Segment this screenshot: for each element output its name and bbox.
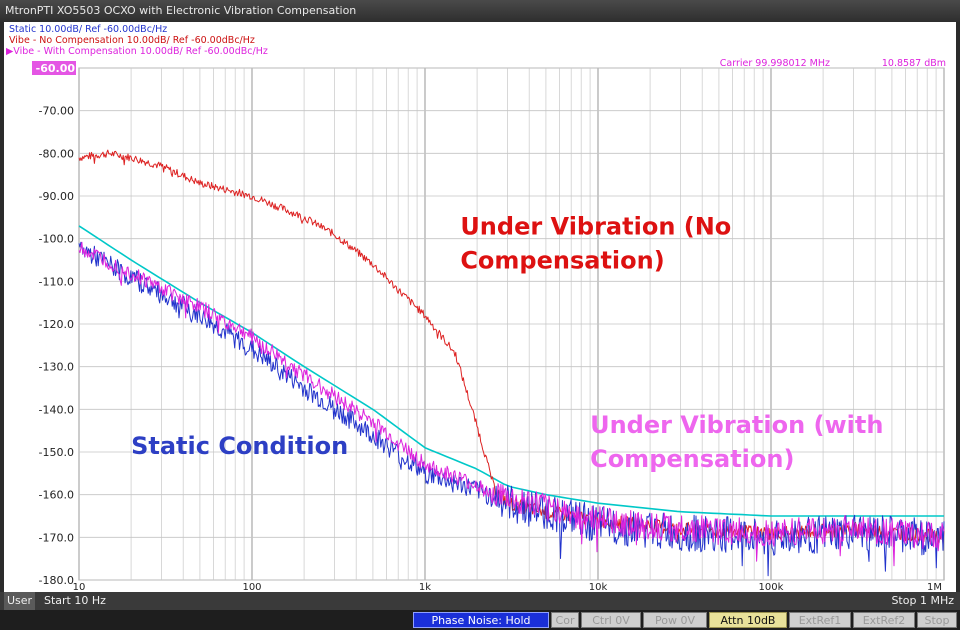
y-tick-label: -120.0 (39, 318, 74, 331)
start-frequency: Start 10 Hz (44, 594, 106, 607)
y-tick-label: -110.0 (39, 275, 74, 288)
ref-level-marker (32, 61, 76, 75)
x-tick-label: 10 (73, 582, 86, 592)
carrier-frequency: Carrier 99.998012 MHz (720, 58, 830, 69)
window-title: MtronPTI XO5503 OCXO with Electronic Vib… (0, 0, 960, 22)
softkey-extref1[interactable]: ExtRef1 (789, 612, 851, 628)
grid-lines (78, 67, 945, 581)
y-tick-label: -150.0 (39, 446, 74, 459)
x-tick-label: 10k (589, 582, 608, 592)
y-tick-label: -170.0 (39, 531, 74, 544)
y-tick-label: -160.0 (39, 489, 74, 502)
softkey-phase-noise[interactable]: Phase Noise: Hold (413, 612, 549, 628)
y-tick-label: -80.00 (39, 147, 74, 160)
x-tick-label: 1k (419, 582, 431, 592)
trace-header-no-compensation: Vibe - No Compensation 10.00dB/ Ref -60.… (9, 35, 255, 46)
softkey-ctrl[interactable]: Ctrl 0V (581, 612, 641, 628)
trace-header-with-compensation[interactable]: ▶Vibe - With Compensation 10.00dB/ Ref -… (6, 46, 268, 57)
y-tick-label: -180.0 (39, 574, 74, 587)
softkey-extref2[interactable]: ExtRef2 (853, 612, 915, 628)
series-line (78, 241, 945, 577)
y-tick-label: -140.0 (39, 403, 74, 416)
x-axis-ticks: 10 100 1k 10k 100k 1M (73, 582, 942, 592)
annotations: Under Vibration (No Compensation) Static C… (131, 212, 883, 473)
y-tick-label: -60.00 (36, 62, 76, 75)
status-bar: User Start 10 Hz Stop 1 MHz (0, 592, 960, 610)
trace-header-static: Static 10.00dB/ Ref -60.00dBc/Hz (9, 24, 167, 35)
softkey-stop[interactable]: Stop (917, 612, 957, 628)
series-lines (78, 149, 945, 577)
annotation-label: Under Vibration (No (460, 212, 731, 240)
x-tick-label: 100k (759, 582, 784, 592)
y-axis-ticks: -60.00 -70.00 -80.00 -90.00 -100.0 -110.0 -120… (32, 61, 76, 587)
trace-headers: Static 10.00dB/ Ref -60.00dBc/Hz Vibe - … (6, 24, 268, 57)
y-tick-label: -90.00 (39, 190, 74, 203)
annotation-label: Compensation) (590, 445, 794, 473)
stop-frequency: Stop 1 MHz (891, 594, 954, 607)
series-line (78, 149, 945, 545)
y-tick-label: -70.00 (39, 105, 74, 118)
plot-area: Static 10.00dB/ Ref -60.00dBc/Hz Vibe - … (4, 22, 956, 592)
softkey-bar: Phase Noise: Hold Cor Ctrl 0V Pow 0V Att… (0, 610, 960, 630)
softkey-pow[interactable]: Pow 0V (643, 612, 707, 628)
softkey-attn[interactable]: Attn 10dB (709, 612, 787, 628)
status-mode: User (4, 592, 36, 610)
y-tick-label: -100.0 (39, 233, 74, 246)
x-tick-label: 100 (242, 582, 261, 592)
annotation-label: Under Vibration (with (590, 411, 883, 439)
annotation-label: Compensation) (460, 247, 664, 275)
series-line (78, 241, 945, 567)
carrier-power: 10.8587 dBm (882, 58, 946, 69)
phase-noise-chart: Static 10.00dB/ Ref -60.00dBc/Hz Vibe - … (6, 24, 946, 592)
y-tick-label: -130.0 (39, 361, 74, 374)
annotation-label: Static Condition (131, 432, 348, 460)
softkey-cor[interactable]: Cor (551, 612, 579, 628)
x-tick-label: 1M (927, 582, 942, 592)
